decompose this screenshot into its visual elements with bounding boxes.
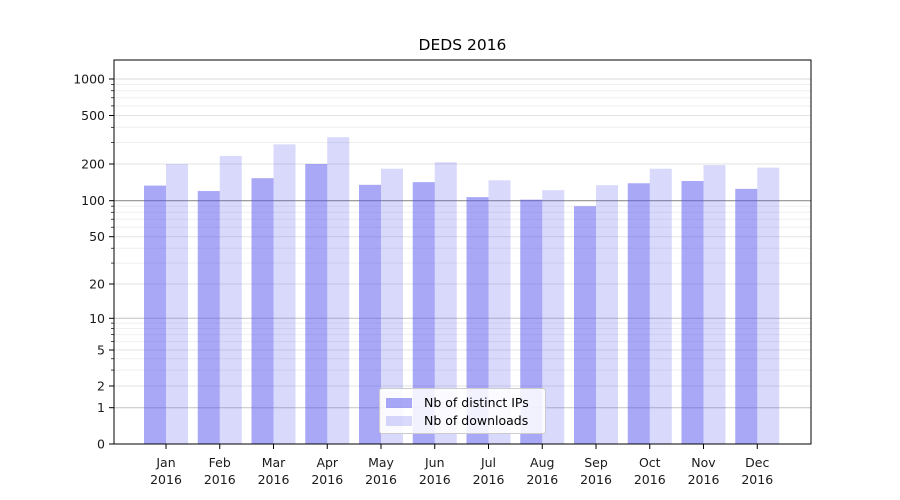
y-tick-label: 50: [89, 229, 105, 244]
bar-distinct-ips-mar: [251, 178, 274, 444]
bar-downloads-oct: [649, 168, 672, 444]
bar-downloads-dec: [757, 167, 780, 444]
y-tick-label: 2: [97, 379, 105, 394]
x-tick-label-year: 2016: [688, 472, 720, 487]
y-tick-label: 500: [81, 108, 105, 123]
y-tick-label: 100: [81, 193, 105, 208]
x-tick-label-month: Sep: [584, 455, 608, 470]
bar-distinct-ips-feb: [197, 191, 220, 444]
y-tick-label: 10: [89, 311, 105, 326]
y-tick-label: 5: [97, 343, 105, 358]
bar-downloads-jan: [166, 164, 188, 444]
x-tick-label-month: Jan: [155, 455, 175, 470]
y-tick-label: 1000: [73, 72, 105, 87]
x-tick-label-month: Aug: [530, 455, 554, 470]
x-tick-label-month: Apr: [316, 455, 338, 470]
bar-downloads-jul: [488, 180, 511, 444]
bar-distinct-ips-apr: [305, 164, 328, 444]
legend-item-downloads: Nb of downloads: [386, 412, 539, 429]
bar-downloads-apr: [327, 137, 350, 444]
x-tick-label-month: Jun: [424, 455, 445, 470]
x-tick-label-year: 2016: [419, 472, 451, 487]
y-tick-label: 1: [97, 400, 105, 415]
bar-downloads-sep: [596, 185, 618, 445]
bar-downloads-may: [381, 168, 403, 444]
legend-label-downloads: Nb of downloads: [424, 413, 529, 428]
x-tick-label-month: May: [368, 455, 394, 470]
x-tick-label-year: 2016: [526, 472, 558, 487]
x-tick-label-year: 2016: [150, 472, 182, 487]
x-tick-label-year: 2016: [365, 472, 397, 487]
x-tick-label-month: Mar: [262, 455, 286, 470]
x-tick-label-month: Jul: [480, 455, 496, 470]
x-tick-label-year: 2016: [311, 472, 343, 487]
x-tick-label-year: 2016: [741, 472, 773, 487]
x-tick-label-year: 2016: [473, 472, 505, 487]
legend-label-distinct-ips: Nb of distinct IPs: [424, 395, 529, 410]
bar-distinct-ips-jan: [144, 185, 166, 445]
plot-border: [113, 59, 812, 445]
bar-downloads-feb: [219, 155, 242, 444]
y-tick-label: 0: [97, 437, 105, 452]
bar-distinct-ips-aug: [520, 199, 543, 444]
x-tick-label-year: 2016: [580, 472, 612, 487]
x-tick-label-year: 2016: [634, 472, 666, 487]
chart-title: DEDS 2016: [418, 36, 507, 54]
bar-downloads-mar: [273, 144, 296, 445]
x-tick-label-year: 2016: [258, 472, 290, 487]
bar-distinct-ips-jun: [412, 182, 435, 445]
bar-distinct-ips-sep: [574, 206, 596, 444]
bar-downloads-nov: [703, 165, 726, 444]
bar-distinct-ips-dec: [735, 188, 758, 444]
y-tick-label: 20: [89, 277, 105, 292]
legend-swatch-distinct-ips: [386, 397, 412, 408]
legend: Nb of distinct IPs Nb of downloads: [379, 388, 546, 434]
legend-swatch-downloads: [386, 415, 412, 426]
legend-item-distinct-ips: Nb of distinct IPs: [386, 394, 539, 411]
bar-downloads-aug: [542, 190, 565, 444]
bar-distinct-ips-oct: [627, 183, 650, 444]
bar-distinct-ips-may: [359, 184, 381, 444]
bar-distinct-ips-jul: [466, 197, 489, 444]
y-tick-label: 200: [81, 157, 105, 172]
x-tick-label-year: 2016: [204, 472, 236, 487]
bar-downloads-jun: [434, 162, 457, 444]
x-tick-label-month: Oct: [639, 455, 661, 470]
x-tick-label-month: Nov: [691, 455, 716, 470]
x-tick-label-month: Feb: [209, 455, 231, 470]
bar-distinct-ips-nov: [681, 181, 704, 444]
x-tick-label-month: Dec: [745, 455, 769, 470]
